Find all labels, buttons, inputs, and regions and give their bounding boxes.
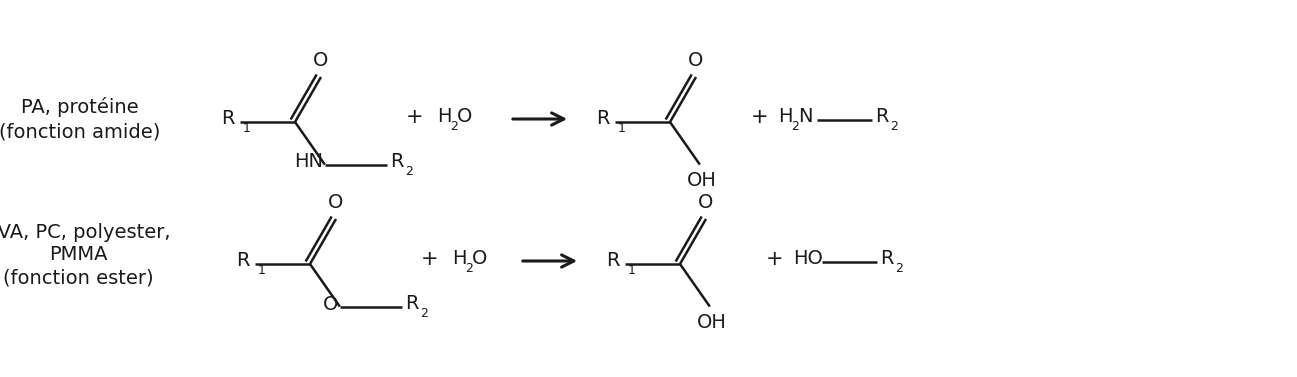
Text: O: O (689, 52, 704, 70)
Text: HO: HO (792, 250, 822, 268)
Text: OH: OH (687, 171, 717, 190)
Text: O: O (457, 107, 472, 127)
Text: N: N (798, 107, 812, 127)
Text: HN: HN (294, 152, 323, 171)
Text: R: R (875, 107, 888, 127)
Text: R: R (390, 152, 403, 171)
Text: H: H (437, 107, 451, 127)
Text: PVA, PC, polyester,: PVA, PC, polyester, (0, 222, 170, 242)
Text: R: R (405, 294, 419, 313)
Text: 2: 2 (791, 120, 799, 132)
Text: 2: 2 (890, 121, 898, 133)
Text: O: O (323, 295, 337, 314)
Text: OH: OH (696, 313, 726, 332)
Text: +: + (422, 249, 438, 269)
Text: R: R (607, 251, 620, 271)
Text: PMMA: PMMA (49, 245, 108, 265)
Text: PA, protéine: PA, protéine (21, 97, 139, 117)
Text: +: + (406, 107, 424, 127)
Text: 2: 2 (405, 165, 412, 178)
Text: H: H (778, 107, 792, 127)
Text: O: O (328, 193, 344, 213)
Text: 1: 1 (628, 265, 636, 277)
Text: H: H (451, 250, 467, 268)
Text: 1: 1 (258, 265, 266, 277)
Text: R: R (222, 109, 235, 129)
Text: O: O (314, 52, 328, 70)
Text: 1: 1 (243, 123, 250, 135)
Text: +: + (767, 249, 783, 269)
Text: 2: 2 (450, 120, 458, 132)
Text: O: O (698, 193, 713, 213)
Text: R: R (236, 251, 250, 271)
Text: (fonction ester): (fonction ester) (3, 268, 153, 288)
Text: +: + (751, 107, 769, 127)
Text: 1: 1 (617, 123, 626, 135)
Text: 2: 2 (420, 307, 428, 320)
Text: 2: 2 (466, 262, 473, 274)
Text: R: R (597, 109, 610, 129)
Text: R: R (879, 250, 894, 268)
Text: 2: 2 (895, 262, 903, 276)
Text: O: O (472, 250, 488, 268)
Text: (fonction amide): (fonction amide) (0, 123, 161, 141)
